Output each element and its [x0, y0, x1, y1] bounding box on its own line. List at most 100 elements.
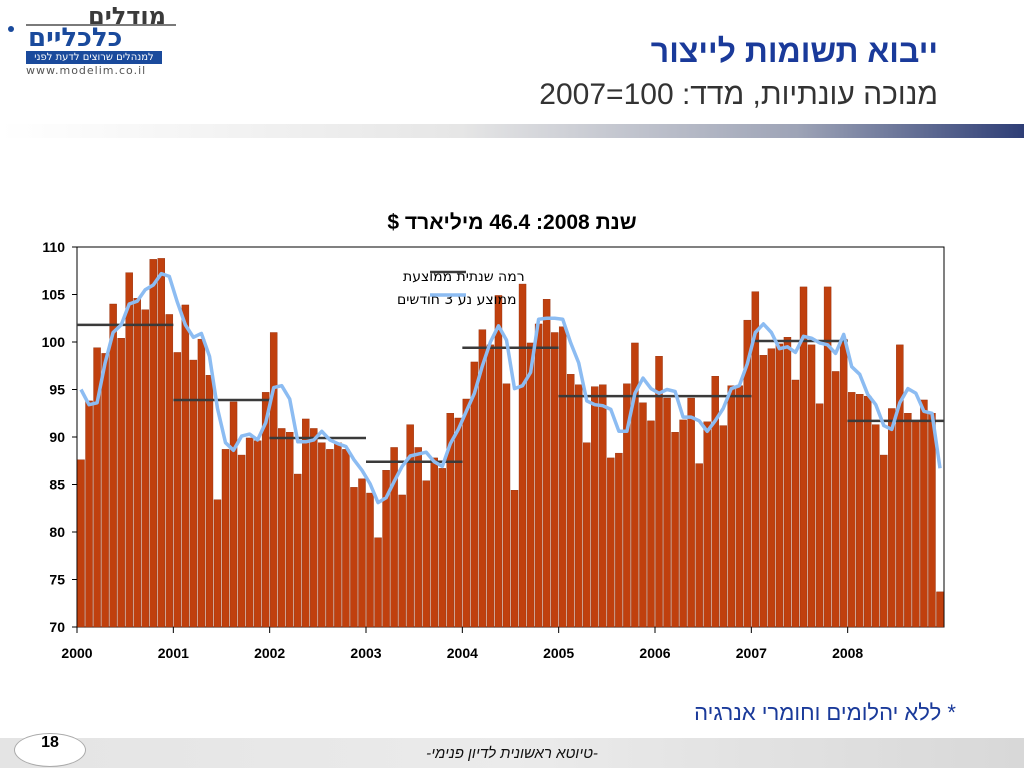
- bar: [454, 417, 463, 628]
- bar: [382, 470, 390, 628]
- bar: [149, 259, 157, 628]
- bar: [623, 383, 631, 628]
- bar: [526, 342, 535, 628]
- y-tick-label: 90: [49, 429, 65, 445]
- bar: [157, 258, 166, 628]
- bar: [93, 347, 101, 628]
- bar: [831, 371, 840, 628]
- bar: [358, 478, 366, 628]
- bar: [213, 499, 222, 628]
- bar: [719, 425, 727, 628]
- bar: [478, 329, 487, 628]
- footnote: * ללא יהלומים וחומרי אנרגיה: [694, 700, 956, 725]
- bar: [671, 432, 679, 628]
- bar: [414, 447, 422, 628]
- bar: [639, 402, 647, 628]
- bar: [679, 419, 687, 628]
- bar: [647, 420, 655, 628]
- bar: [101, 353, 109, 628]
- bar: [502, 383, 511, 628]
- bar: [566, 374, 575, 628]
- bar: [189, 359, 198, 628]
- bar: [575, 384, 583, 628]
- bar: [791, 379, 800, 628]
- bar: [703, 421, 711, 628]
- bar: [920, 399, 928, 628]
- bar: [277, 428, 286, 628]
- moving-average-line: [79, 271, 942, 505]
- bar: [462, 398, 471, 628]
- bar: [470, 361, 479, 628]
- bar: [141, 309, 149, 628]
- bar: [599, 384, 607, 628]
- bar: [294, 473, 302, 628]
- bar: [864, 395, 872, 628]
- bar: [807, 344, 816, 628]
- y-tick-label: 100: [42, 334, 66, 350]
- x-tick-label: 2003: [350, 645, 381, 661]
- x-tick-label: 2008: [832, 645, 863, 661]
- logo-word-2: כלכליים: [28, 23, 123, 53]
- bar: [117, 338, 125, 628]
- bar: [743, 319, 752, 628]
- bar: [558, 326, 567, 628]
- bar: [269, 332, 278, 628]
- y-tick-label: 70: [49, 619, 65, 635]
- bar: [326, 449, 334, 628]
- y-tick-label: 85: [49, 477, 65, 493]
- bar: [510, 490, 519, 628]
- bar: [286, 432, 294, 628]
- bar: [896, 344, 904, 628]
- bar: [197, 338, 206, 628]
- bar: [205, 375, 214, 628]
- bar: [839, 338, 848, 628]
- bar: [173, 352, 182, 628]
- footer-bar: [0, 738, 1024, 768]
- bar: [711, 376, 719, 628]
- bar: [631, 342, 639, 628]
- x-tick-label: 2004: [447, 645, 478, 661]
- bar: [759, 355, 768, 628]
- bar: [342, 449, 350, 628]
- bar: [77, 459, 85, 628]
- bar: [261, 392, 270, 628]
- footer-text: -טיוטא ראשונית לדיון פנימי-: [426, 745, 598, 762]
- bar: [655, 356, 663, 628]
- bar: [165, 314, 174, 628]
- bar: [880, 454, 888, 628]
- bar: [109, 303, 117, 628]
- bar: [767, 348, 776, 628]
- bar: [751, 291, 760, 628]
- bar: [446, 413, 455, 628]
- bar: [422, 480, 430, 628]
- logo-tagline: למנהלים שרוצים לדעת לפני: [26, 51, 162, 64]
- x-tick-label: 2007: [736, 645, 767, 661]
- bar: [390, 447, 398, 628]
- bar: [398, 494, 406, 628]
- bar: [823, 286, 832, 628]
- bar: [245, 437, 254, 628]
- bar: [534, 323, 543, 628]
- bar: [486, 344, 495, 628]
- bar: [181, 304, 190, 628]
- bar: [237, 454, 246, 628]
- legend-background: [230, 262, 470, 310]
- x-tick-label: 2000: [61, 645, 92, 661]
- slide-title: ייבוא תשומות לייצור: [650, 33, 938, 69]
- bar: [847, 392, 856, 628]
- slide-subtitle: מנוכה עונתיות, מדד: 100=2007: [539, 78, 938, 111]
- bar: [430, 457, 438, 628]
- bar: [133, 298, 141, 628]
- x-tick-label: 2001: [158, 645, 189, 661]
- bar: [735, 385, 744, 628]
- bar: [302, 418, 310, 628]
- bar: [550, 332, 559, 628]
- bar: [783, 337, 792, 628]
- bar: [591, 386, 599, 628]
- bar: [318, 442, 326, 628]
- bar: [855, 394, 864, 628]
- bar: [583, 442, 591, 628]
- bar: [366, 492, 374, 628]
- company-logo: מודלים כלכליים למנהלים שרוצים לדעת לפני …: [0, 0, 200, 80]
- y-tick-label: 80: [49, 524, 65, 540]
